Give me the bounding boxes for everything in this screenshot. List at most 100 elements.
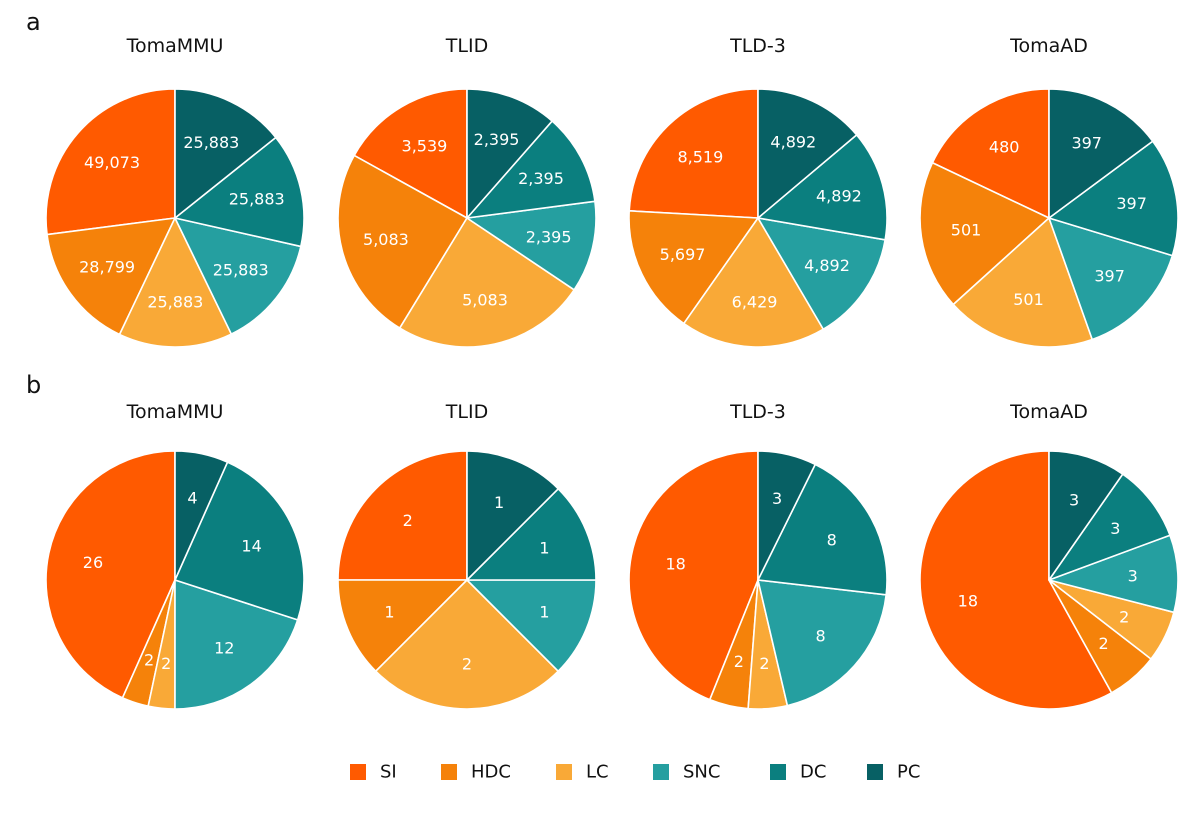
panel-a-tlid-title: TLID xyxy=(445,35,488,57)
panel-b-tld-3-label-dc: 8 xyxy=(827,530,837,549)
panel-b-tomammu-slice-snc xyxy=(174,579,299,710)
legend-swatch-si xyxy=(350,764,366,780)
panel-a-tlid-slice-hdc xyxy=(337,154,468,329)
panel-a-tlid-label-si: 3,539 xyxy=(402,136,448,155)
panel-a-tomammu-slice-lc xyxy=(118,217,233,348)
panel-b-tomaad-label-dc: 3 xyxy=(1110,519,1120,538)
panel-b-tld-3-slice-dc xyxy=(757,463,888,596)
legend-label-lc: LC xyxy=(586,762,609,783)
panel-a-tomammu-slice-pc xyxy=(174,88,277,219)
legend: SI HDC LC SNC DC PC xyxy=(350,762,920,783)
panel-b-tomammu-title: TomaMMU xyxy=(126,401,224,423)
panel-b-tlid-slice-pc xyxy=(466,450,560,581)
panel-b-tld-3-slice-snc xyxy=(757,579,887,707)
panel-b-tomammu-label-snc: 12 xyxy=(214,638,234,657)
panel-a-tomaad-label-lc: 501 xyxy=(1013,290,1044,309)
panel-a-tomaad-pie: TomaAD 480 501 501 397 397 397 xyxy=(919,35,1179,348)
panel-b-tomaad-label-lc: 2 xyxy=(1119,607,1129,626)
panel-b-tomaad-label-snc: 3 xyxy=(1128,566,1138,585)
panel-b-tlid-slice-dc xyxy=(466,487,597,581)
panel-a-tld-3-slice-snc xyxy=(757,217,886,331)
legend-label-dc: DC xyxy=(800,762,826,783)
panel-b-tomammu-label-hdc: 2 xyxy=(144,650,154,669)
panel-a-tomammu-slice-dc xyxy=(174,136,305,248)
panel-a-tlid-label-pc: 2,395 xyxy=(474,130,520,149)
panel-a-tomammu-label-lc: 25,883 xyxy=(147,292,203,311)
panel-a-tld-3-slice-si xyxy=(628,88,759,219)
panel-a-tomaad-label-hdc: 501 xyxy=(951,221,982,240)
panel-b-tomaad-pie: TomaAD 18 22 3 3 3 xyxy=(919,401,1179,710)
panel-a-tld-3-title: TLD-3 xyxy=(729,35,786,57)
panel-a-tlid-slice-snc xyxy=(466,200,597,291)
panel-b-tld-3-slice-si xyxy=(628,450,759,701)
panel-b-tlid-slice-hdc xyxy=(337,579,468,673)
panel-b-tld-3-label-snc: 8 xyxy=(816,626,826,645)
panel-b-tomammu-slice-dc xyxy=(174,461,305,621)
panel-a-tld-3-label-pc: 4,892 xyxy=(770,132,816,151)
panel-a-tld-3-slice-hdc xyxy=(628,210,759,325)
legend-swatch-dc xyxy=(770,764,786,780)
panel-a-tomammu-slice-hdc xyxy=(46,217,176,336)
panel-b-tld-3-pie: TLD-3 18 2 2 8 8 3 xyxy=(628,401,888,710)
legend-label-pc: PC xyxy=(897,762,920,783)
panel-b-tld-3-label-pc: 3 xyxy=(772,489,782,508)
panel-a-tomaad-slice-dc xyxy=(1048,140,1179,257)
panel-a-tomaad-label-si: 480 xyxy=(989,138,1020,157)
panel-b-tlid-slice-lc xyxy=(374,579,560,710)
pie-charts: TomaMMU49,07328,79925,88325,88325,88325,… xyxy=(45,35,1179,710)
panel-b-tld-3-title: TLD-3 xyxy=(729,401,786,423)
panel-a-tomammu-label-hdc: 28,799 xyxy=(79,258,135,277)
panel-a-tomaad-label-snc: 397 xyxy=(1094,266,1125,285)
panel-b-tomaad-title: TomaAD xyxy=(1009,401,1088,423)
panel-b-tomaad-label-si: 18 xyxy=(958,592,978,611)
panel-a-tld-3-label-dc: 4,892 xyxy=(816,187,862,206)
panel-b-tld-3-label-lc: 2 xyxy=(759,654,769,673)
panel-a-tlid-label-hdc: 5,083 xyxy=(363,230,409,249)
panel-b-tlid-label-lc: 2 xyxy=(462,654,472,673)
panel-b-tomaad-slice-pc xyxy=(1048,450,1124,581)
panel-b-tlid-slice-si xyxy=(337,450,468,581)
panel-a-tld-3-label-si: 8,519 xyxy=(677,148,723,167)
panel-a-tomaad-label-pc: 397 xyxy=(1071,134,1102,153)
panel-b-tomaad-slice-dc xyxy=(1048,473,1171,581)
panel-a-tomammu-pie: TomaMMU 49,073 28,799 25,883 25,883 25,883 25,… xyxy=(45,35,305,348)
panel-b-tomammu-label-si: 26 xyxy=(83,553,103,572)
legend-label-hdc: HDC xyxy=(471,762,511,783)
panel-a-tlid-label-lc: 5,083 xyxy=(462,290,508,309)
panel-a-tld-3-label-lc: 6,429 xyxy=(732,292,778,311)
legend-swatch-hdc xyxy=(441,764,457,780)
legend-label-snc: SNC xyxy=(683,762,720,783)
panel-a-tomammu-title: TomaMMU xyxy=(126,35,224,57)
panel-b-tomammu-label-dc: 14 xyxy=(241,536,261,555)
panel-a-tld-3-slice-pc xyxy=(757,88,858,219)
panel-a-tomaad-slice-pc xyxy=(1048,88,1154,219)
legend-label-si: SI xyxy=(380,762,397,783)
panel-a-tld-3-label-hdc: 5,697 xyxy=(660,245,706,264)
panel-letter-a: a xyxy=(26,8,41,36)
panel-b-tlid-pie: TLID 2 1 2 1 1 1 xyxy=(337,401,597,710)
panel-a-tomaad-label-dc: 397 xyxy=(1116,194,1147,213)
panel-b-tld-3-label-hdc: 2 xyxy=(734,652,744,671)
panel-a-tomammu-label-dc: 25,883 xyxy=(229,190,285,209)
panel-b-tomaad-slice-snc xyxy=(1048,534,1179,614)
panel-a-tld-3-pie: TLD-3 8,519 5,697 6,429 4,892 4,892 4,892 xyxy=(628,35,888,348)
panel-a-tlid-label-dc: 2,395 xyxy=(518,169,564,188)
panel-b-tomaad-slice-si xyxy=(919,450,1113,710)
panel-b-tlid-slice-snc xyxy=(466,579,597,673)
panel-a-tld-3-slice-lc xyxy=(683,217,825,348)
panel-b-tomaad-label-hdc: 2 xyxy=(1099,634,1109,653)
panel-a-tomammu-label-snc: 25,883 xyxy=(213,261,269,280)
panel-b-tlid-label-dc: 1 xyxy=(539,538,549,557)
panel-b-tomammu-pie: TomaMMU 26 2 2 12 14 4 xyxy=(45,401,305,710)
panel-a-tomaad-slice-hdc xyxy=(919,161,1050,306)
legend-swatch-snc xyxy=(653,764,669,780)
panel-b-tomammu-label-pc: 4 xyxy=(187,488,197,507)
panel-b-tomammu-slice-si xyxy=(45,450,176,699)
panel-b-tlid-label-pc: 1 xyxy=(494,493,504,512)
panel-a-tlid-label-snc: 2,395 xyxy=(526,228,572,247)
panel-a-tlid-slice-si xyxy=(353,88,468,219)
panel-a-tld-3-label-snc: 4,892 xyxy=(804,256,850,275)
panel-a-tlid-slice-pc xyxy=(466,88,553,219)
panel-b-tlid-label-hdc: 1 xyxy=(384,603,394,622)
panel-a-tomaad-slice-snc xyxy=(1048,217,1174,341)
